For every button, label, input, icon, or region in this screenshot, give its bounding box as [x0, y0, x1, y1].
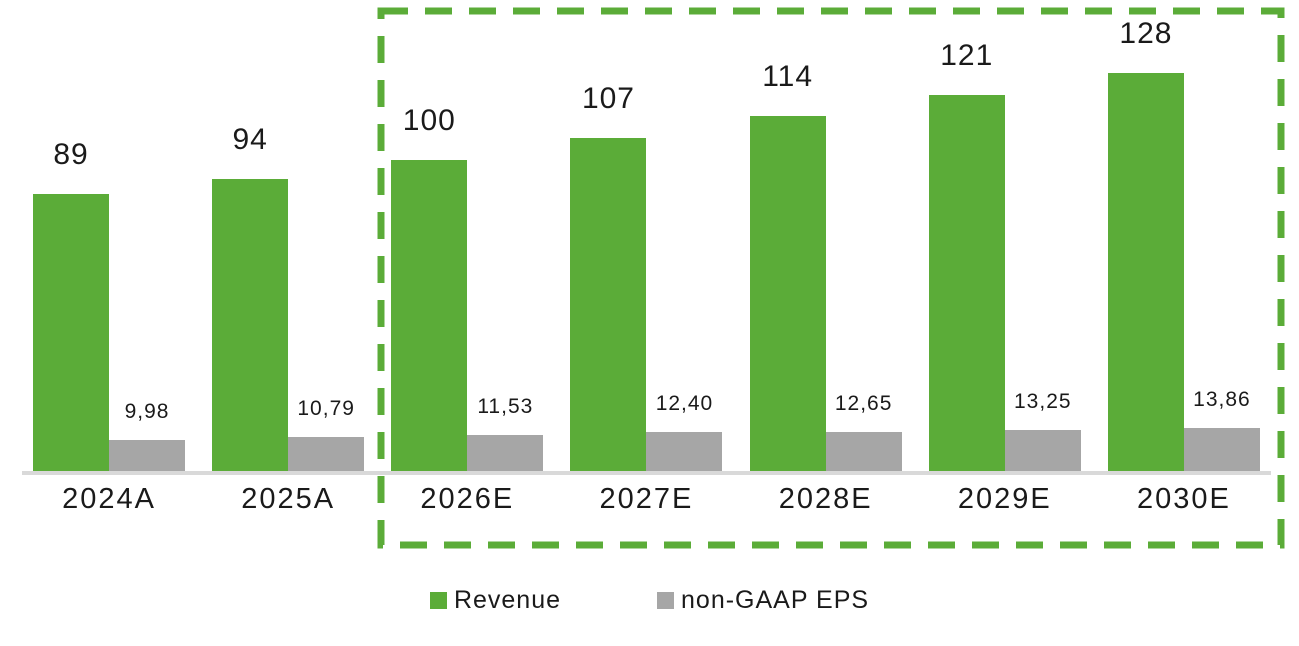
eps-column-2027e: 12,40 — [646, 392, 723, 471]
x-axis-label-2028e: 2028E — [778, 483, 873, 515]
bar-group-2028e: 114 12,65 — [749, 60, 902, 471]
x-axis-label-2030e: 2030E — [1137, 483, 1231, 515]
eps-column-2030e: 13,86 — [1183, 388, 1260, 471]
x-axis-label-2029e: 2029E — [957, 483, 1052, 515]
legend-label-revenue: Revenue — [453, 586, 562, 614]
revenue-column-2027e: 107 — [570, 82, 647, 471]
eps-value-label-2028e: 12,65 — [834, 392, 893, 415]
revenue-bar-2028e — [749, 116, 826, 471]
eps-value-label-2030e: 13,86 — [1193, 388, 1251, 411]
eps-bar-2027e — [646, 432, 723, 471]
eps-value-label-2025a: 10,79 — [297, 397, 355, 420]
revenue-column-2026e: 100 — [391, 104, 468, 471]
eps-column-2029e: 13,25 — [1004, 390, 1081, 471]
bar-group-2027e: 107 12,40 — [570, 82, 723, 471]
revenue-column-2024a: 89 — [33, 138, 109, 471]
revenue-swatch-icon — [429, 592, 447, 609]
bar-group-2026e: 100 11,53 — [391, 104, 544, 471]
x-axis-label-2027e: 2027E — [599, 483, 694, 515]
eps-column-2024a: 9,98 — [109, 400, 185, 471]
bar-group-2030e: 128 13,86 — [1107, 17, 1260, 471]
eps-column-2026e: 11,53 — [467, 395, 544, 471]
eps-column-2028e: 12,65 — [825, 392, 902, 471]
eps-swatch-icon — [657, 592, 675, 609]
legend-item-revenue: Revenue — [429, 586, 562, 615]
revenue-value-label-2025a: 94 — [232, 123, 268, 156]
eps-value-label-2024a: 9,98 — [124, 400, 170, 423]
bar-groups: 89 9,98 94 10,79 100 11,53 107 12,40 114 12,65 121… — [22, 0, 1271, 471]
eps-value-label-2026e: 11,53 — [477, 395, 534, 418]
revenue-value-label-2030e: 128 — [1119, 17, 1173, 50]
revenue-bar-2027e — [570, 138, 647, 471]
eps-bar-2024a — [109, 440, 185, 471]
x-axis-label-2025a: 2025A — [241, 483, 336, 515]
legend: Revenue non-GAAP EPS — [0, 586, 1299, 615]
revenue-column-2028e: 114 — [749, 60, 826, 471]
revenue-value-label-2024a: 89 — [53, 138, 89, 171]
eps-value-label-2027e: 12,40 — [655, 392, 714, 415]
eps-bar-2028e — [825, 432, 902, 471]
legend-label-eps: non-GAAP EPS — [681, 586, 870, 614]
bar-group-2025a: 94 10,79 — [212, 123, 365, 471]
legend-item-eps: non-GAAP EPS — [657, 586, 869, 615]
revenue-bar-2025a — [212, 179, 289, 471]
revenue-column-2029e: 121 — [928, 39, 1005, 471]
bar-group-2024a: 89 9,98 — [33, 138, 185, 471]
x-axis-label-2024a: 2024A — [62, 483, 156, 515]
plot-area: 89 9,98 94 10,79 100 11,53 107 12,40 114 12,65 121… — [22, 0, 1271, 475]
x-axis-labels: 2024A 2025A 2026E 2027E 2028E 2029E 2030E — [22, 483, 1271, 516]
revenue-value-label-2027e: 107 — [581, 82, 635, 115]
revenue-column-2025a: 94 — [212, 123, 289, 471]
eps-value-label-2029e: 13,25 — [1014, 390, 1072, 413]
eps-column-2025a: 10,79 — [288, 397, 365, 471]
revenue-value-label-2029e: 121 — [940, 39, 994, 72]
revenue-bar-2029e — [928, 95, 1005, 471]
revenue-bar-2026e — [391, 160, 468, 471]
revenue-bar-2030e — [1107, 73, 1184, 471]
revenue-bar-2024a — [33, 194, 109, 471]
bar-group-2029e: 121 13,25 — [928, 39, 1081, 471]
revenue-column-2030e: 128 — [1107, 17, 1184, 471]
eps-bar-2029e — [1004, 430, 1081, 471]
revenue-value-label-2026e: 100 — [402, 104, 456, 137]
x-axis-label-2026e: 2026E — [420, 483, 515, 515]
eps-bar-2030e — [1183, 428, 1260, 471]
eps-bar-2025a — [288, 437, 365, 471]
revenue-value-label-2028e: 114 — [762, 60, 814, 93]
eps-bar-2026e — [467, 435, 544, 471]
